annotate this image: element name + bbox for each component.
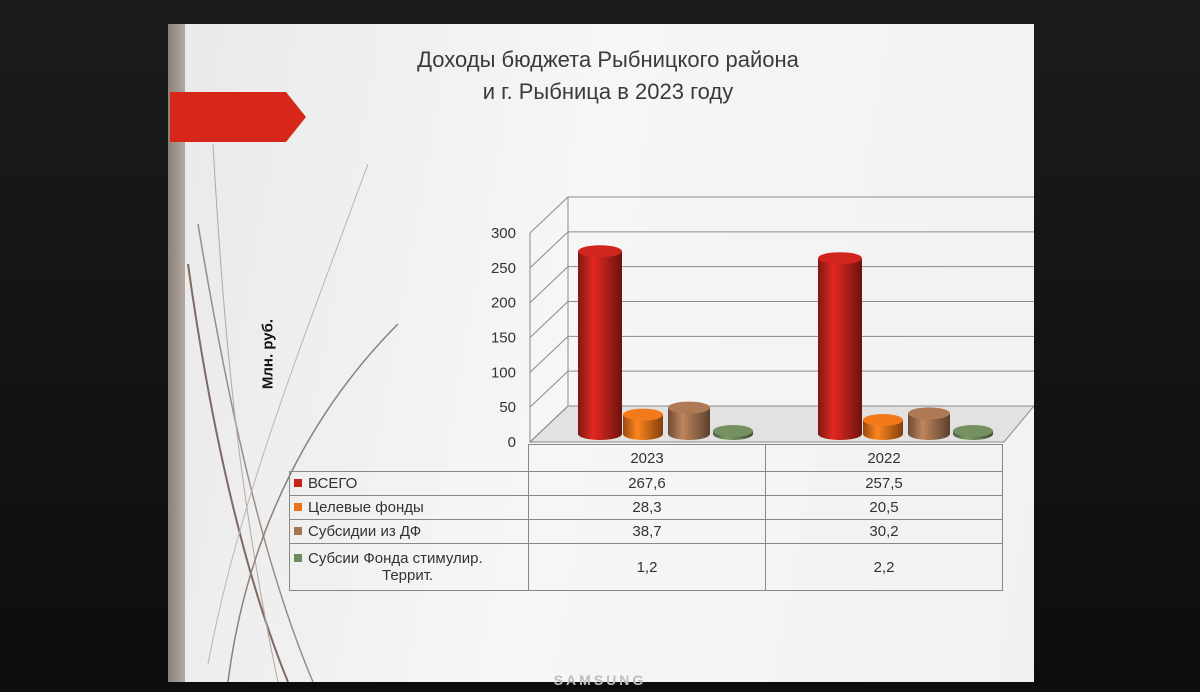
- legend-entry-target-funds: Целевые фонды: [289, 495, 529, 520]
- bar-cylinder-top: [908, 407, 950, 420]
- legend-swatch: [294, 479, 302, 487]
- chart-bars: [578, 245, 993, 440]
- data-label: 30,2: [765, 519, 1003, 544]
- slide-title-line2: и г. Рыбница в 2023 году: [482, 79, 734, 104]
- bar-cylinder-top: [713, 425, 753, 437]
- red-arrow-tab: [170, 92, 306, 142]
- table-row: Целевые фонды 28,3 20,5: [289, 495, 1003, 520]
- bar-cylinder: [908, 413, 950, 440]
- bar-cylinder: [668, 407, 710, 440]
- monitor-brand-logo: SAMSUNG: [553, 672, 647, 688]
- bar-cylinder-top: [953, 425, 993, 437]
- category-label: 2022: [765, 444, 1003, 472]
- y-tick-label: 200: [491, 295, 516, 312]
- bar-cylinder-top: [863, 414, 903, 427]
- legend-swatch: [294, 503, 302, 511]
- gridline-diagonal: [529, 266, 569, 304]
- bar-cylinder-top: [668, 401, 710, 414]
- table-row: Субсидии из ДФ 38,7 30,2: [289, 519, 1003, 544]
- left-edge-bar: [168, 24, 185, 682]
- y-tick-label: 300: [491, 225, 516, 242]
- bar-cylinder-top: [578, 245, 622, 258]
- slide-title-line1: Доходы бюджета Рыбницкого района: [417, 47, 799, 72]
- bar-cylinder: [623, 414, 663, 440]
- gridline-diagonal: [529, 231, 569, 269]
- data-label: 2,2: [765, 543, 1003, 591]
- legend-label: Целевые фонды: [308, 499, 424, 516]
- table-header-row: 2023 2022: [289, 444, 1003, 472]
- legend-entry-subsidies-df: Субсидии из ДФ: [289, 519, 529, 544]
- deco-line: [207, 163, 369, 665]
- bar-cylinder-top: [623, 408, 663, 421]
- gridline-diagonal: [529, 301, 569, 338]
- data-label: 38,7: [528, 519, 766, 544]
- deco-line: [187, 263, 289, 682]
- legend-entry-total: ВСЕГО: [289, 471, 529, 496]
- bar-cylinder-top: [818, 252, 862, 265]
- presentation-slide: Доходы бюджета Рыбницкого района и г. Ры…: [168, 24, 1034, 682]
- deco-line: [212, 143, 279, 682]
- data-label: 1,2: [528, 543, 766, 591]
- legend-label: ВСЕГО: [308, 475, 358, 492]
- gridline-diagonal: [529, 335, 569, 373]
- data-label: 267,6: [528, 471, 766, 496]
- y-tick-label: 100: [491, 364, 516, 381]
- data-label: 28,3: [528, 495, 766, 520]
- legend-swatch: [294, 554, 302, 562]
- y-tick-label: 0: [508, 434, 516, 451]
- y-tick-label: 250: [491, 260, 516, 277]
- legend-label-line2: Террит.: [382, 567, 434, 584]
- table-row: ВСЕГО 267,6 257,5: [289, 471, 1003, 496]
- data-label: 20,5: [765, 495, 1003, 520]
- gridline-diagonal: [529, 370, 569, 408]
- y-tick-label: 50: [499, 399, 516, 416]
- legend-swatch: [294, 527, 302, 535]
- gridline-diagonal: [529, 405, 569, 443]
- legend-label: Субсидии из ДФ: [308, 523, 422, 540]
- bar-chart: 300 250 200 150 100 50 0: [491, 196, 1034, 451]
- legend-entry-stimulus-fund: Субсии Фонда стимулир. Террит.: [289, 543, 529, 591]
- table-row: Субсии Фонда стимулир. Террит. 1,2 2,2: [289, 543, 1003, 591]
- y-tick-label: 150: [491, 330, 516, 347]
- bar-cylinder: [818, 258, 862, 440]
- bar-cylinder: [578, 251, 622, 440]
- category-label: 2023: [528, 444, 766, 472]
- legend-label: Субсии Фонда стимулир.: [308, 550, 483, 567]
- table-corner: [289, 444, 529, 472]
- slide-decoration: [168, 24, 399, 682]
- data-label: 257,5: [765, 471, 1003, 496]
- slide-title: Доходы бюджета Рыбницкого района и г. Ры…: [348, 44, 868, 108]
- deco-line: [197, 223, 314, 682]
- data-table: 2023 2022 ВСЕГО 267,6 257,5 Целевые фонд…: [289, 444, 1003, 591]
- y-axis-ticks: 300 250 200 150 100 50 0: [491, 225, 516, 451]
- gridline-diagonal: [529, 196, 569, 234]
